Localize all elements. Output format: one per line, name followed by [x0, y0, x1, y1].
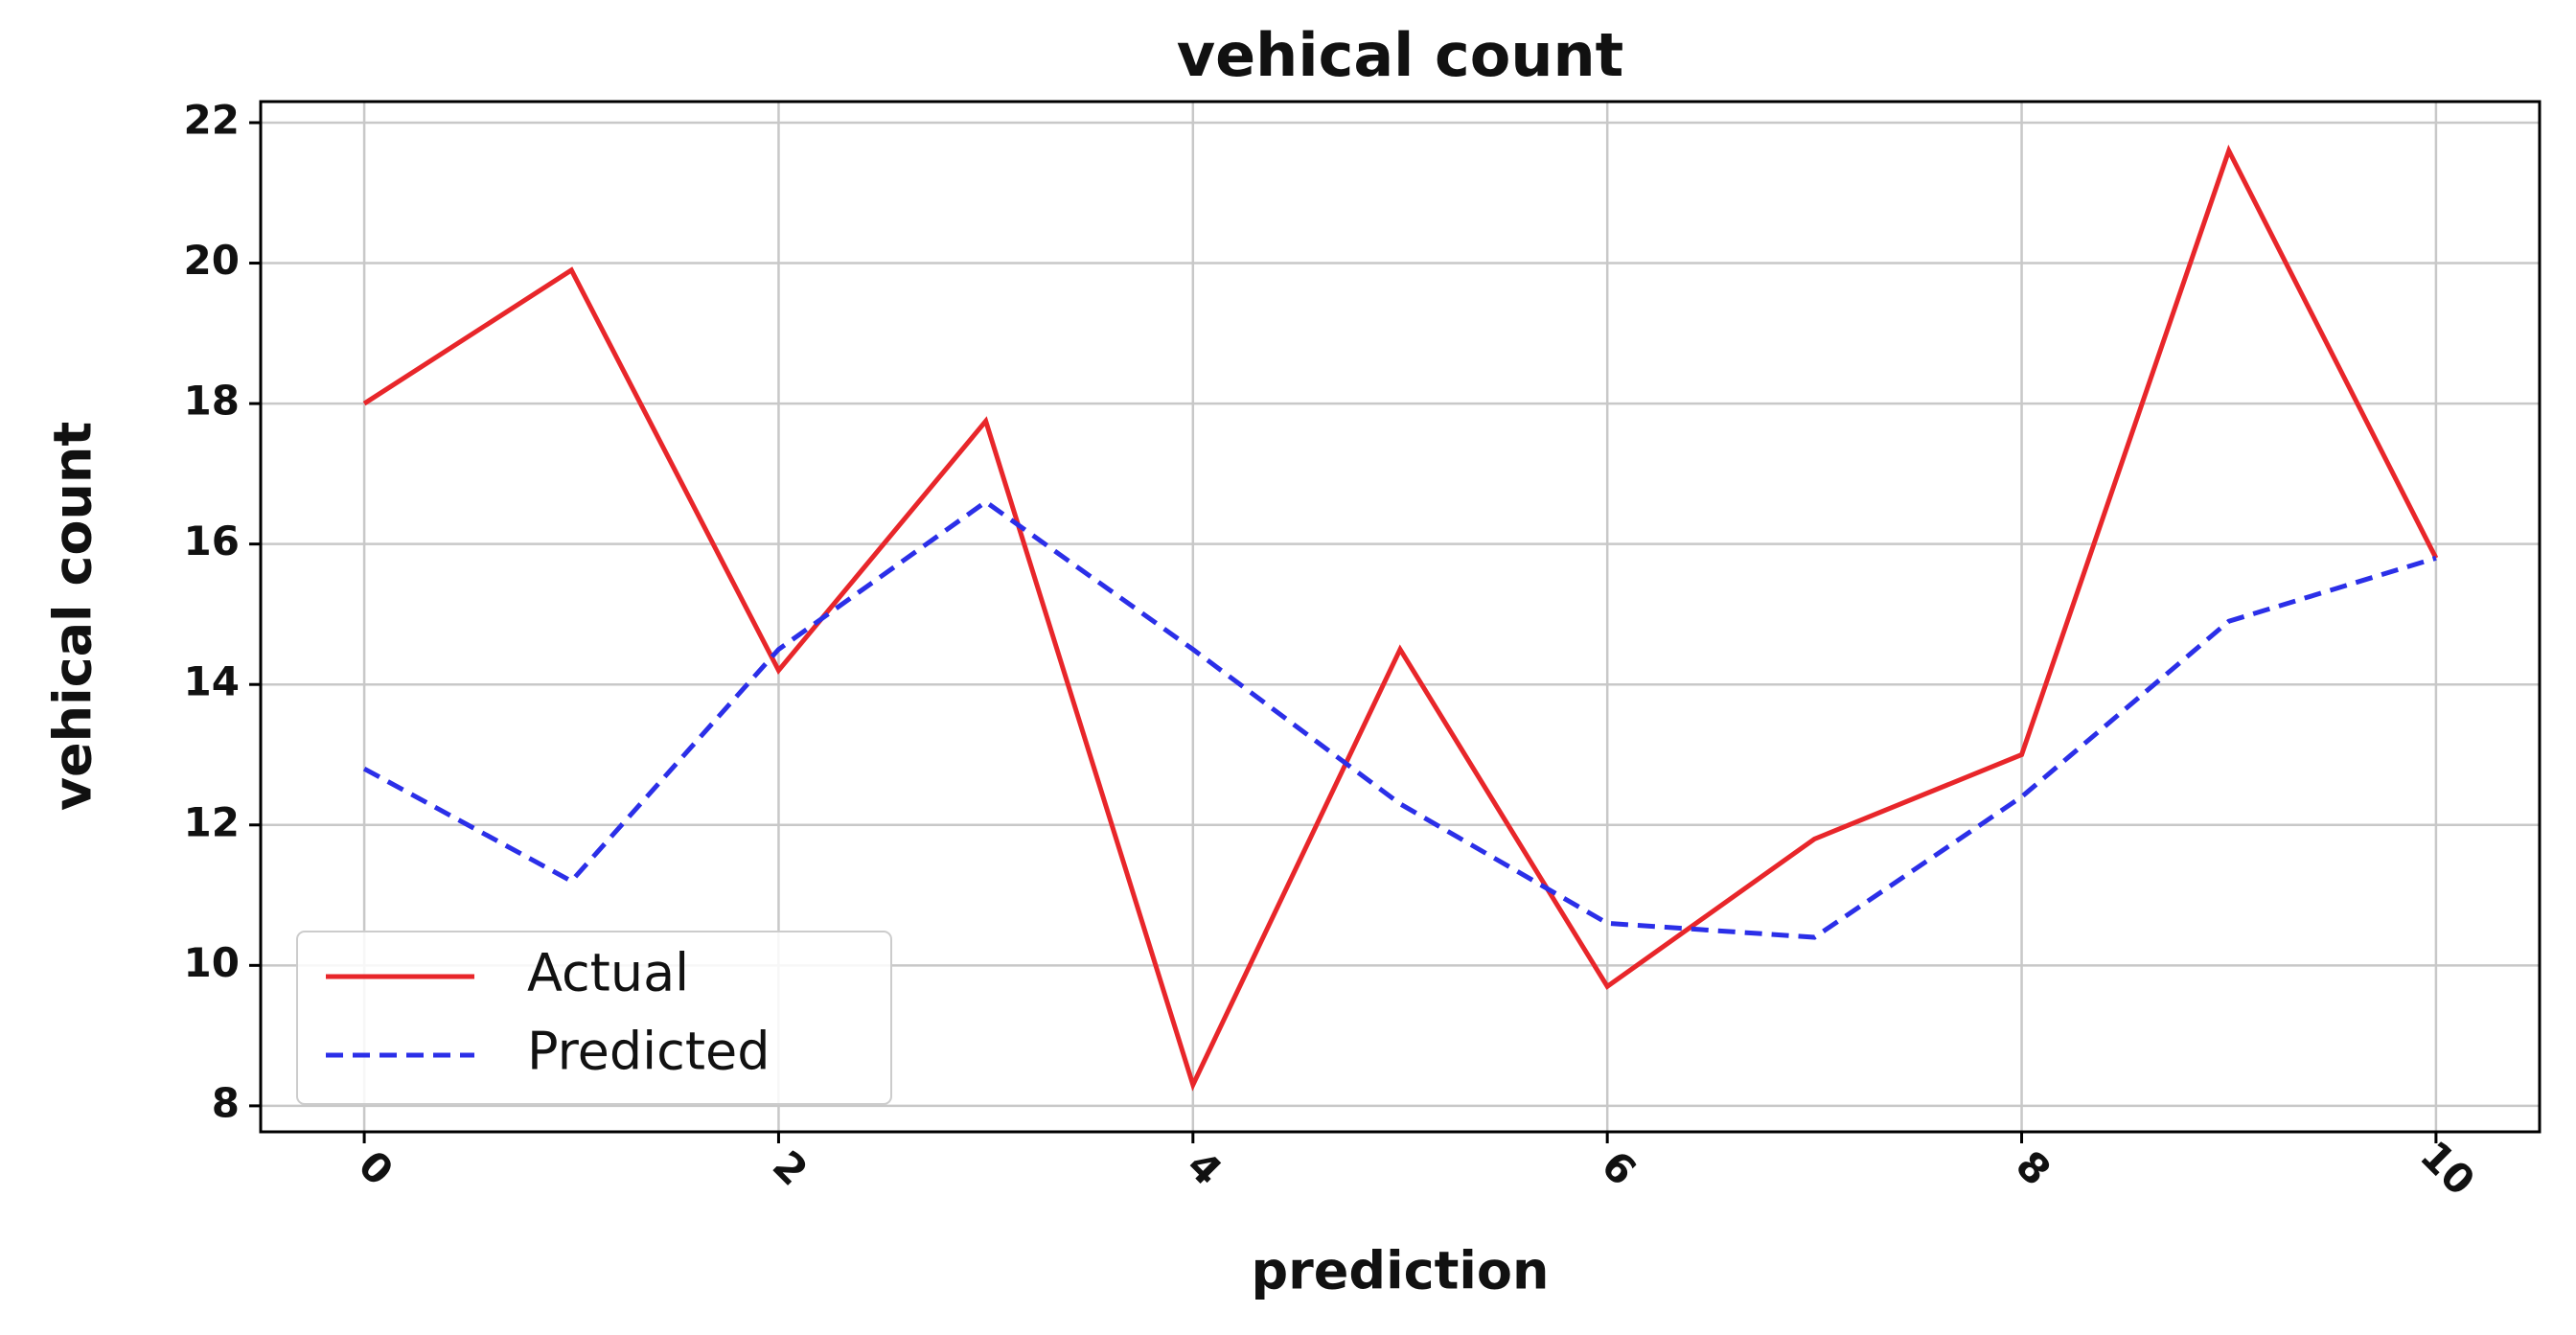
chart-title: vehical count: [1177, 20, 1624, 90]
x-axis-label: prediction: [1252, 1241, 1550, 1301]
y-tick-label: 16: [184, 518, 240, 564]
y-tick-label: 18: [184, 378, 240, 425]
x-tick-label: 4: [1178, 1141, 1230, 1194]
x-tick-label: 0: [350, 1141, 402, 1194]
y-tick-label: 10: [184, 939, 240, 986]
y-tick-label: 22: [184, 96, 240, 143]
y-tick-label: 14: [184, 658, 240, 705]
y-tick-label: 20: [184, 237, 240, 284]
series-line: [362, 144, 2439, 1092]
x-tick-label: 10: [2411, 1132, 2484, 1205]
y-axis-label: vehical count: [43, 422, 104, 811]
x-tick-label: 2: [764, 1141, 816, 1194]
series-line: [362, 498, 2437, 940]
y-tick-label: 12: [184, 798, 240, 845]
legend-label: Actual: [527, 943, 689, 1003]
y-tick-label: 8: [212, 1079, 240, 1126]
x-tick-label: 8: [2007, 1141, 2059, 1194]
x-tick-label: 6: [1593, 1141, 1645, 1194]
plot-frame: [259, 100, 2542, 1134]
legend-label: Predicted: [527, 1022, 770, 1082]
